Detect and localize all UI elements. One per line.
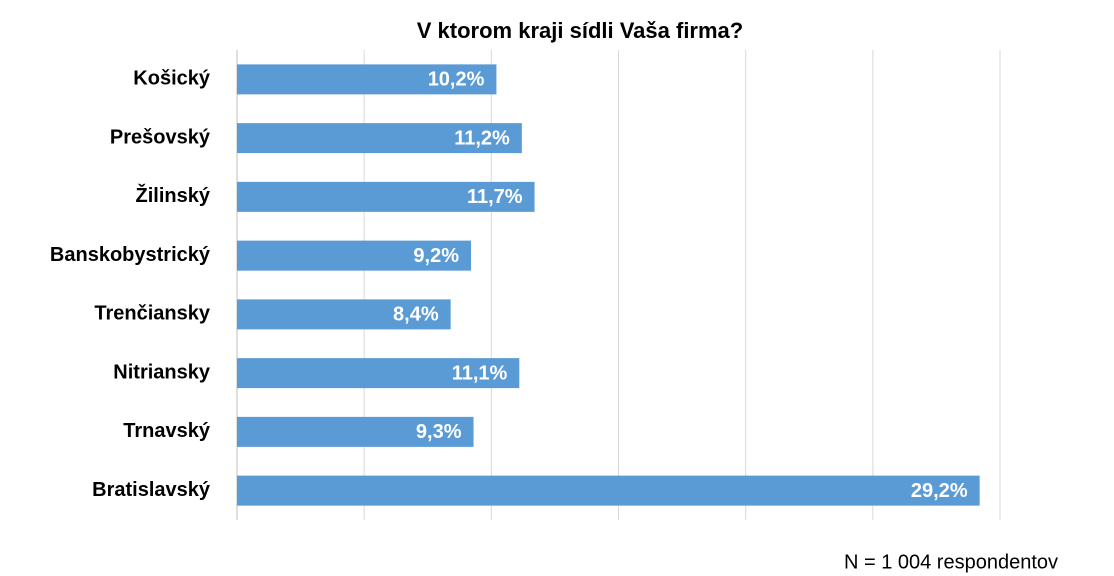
y-tick-label: Žilinský [136,183,211,207]
y-tick-label: Nitriansky [113,361,211,383]
bar [237,123,522,154]
value-label: 9,2% [413,245,459,267]
bar [237,181,535,212]
bar [237,64,497,95]
value-label: 11,2% [454,127,510,149]
value-label: 8,4% [393,304,439,326]
value-label: 9,3% [416,421,462,443]
y-tick-label: Bratislavský [92,479,211,501]
y-tick-label: Banskobystrický [50,244,211,266]
y-tick-label: Prešovský [110,126,211,148]
annotation: N = 1 004 respondentov [844,551,1058,573]
y-tick-label: Košický [133,68,211,90]
bar [237,416,474,447]
value-label: 10,2% [428,69,485,91]
bar [237,475,980,506]
y-tick-label: Trnavský [123,420,211,442]
bar [237,358,520,389]
bar [237,299,451,330]
value-label: 29,2% [911,480,968,502]
bar [237,240,471,271]
value-label: 11,1% [452,362,508,384]
value-label: 11,7% [467,186,523,208]
y-tick-label: Trenčiansky [94,303,211,325]
chart-title: V ktorom kraji sídli Vaša firma? [417,18,743,43]
